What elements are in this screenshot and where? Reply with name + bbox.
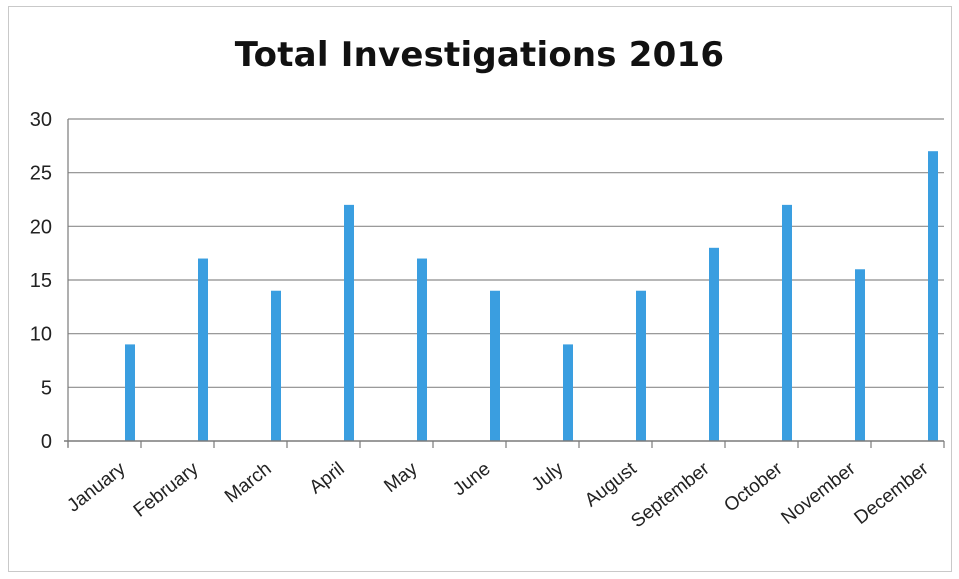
axes xyxy=(64,119,945,448)
bar xyxy=(563,344,573,441)
y-tick-label: 30 xyxy=(30,109,52,131)
x-category-label: July xyxy=(528,458,568,496)
bar xyxy=(709,247,719,441)
bar xyxy=(198,258,208,441)
bar xyxy=(928,151,938,441)
x-category-label: September xyxy=(627,458,714,532)
x-category-label: March xyxy=(221,458,276,507)
x-category-label: August xyxy=(581,458,641,511)
bar xyxy=(782,204,792,441)
bar xyxy=(271,290,281,441)
bar xyxy=(417,258,427,441)
y-tick-label: 5 xyxy=(41,377,52,399)
chart-frame xyxy=(8,6,952,572)
bars xyxy=(125,151,938,441)
x-category-label: November xyxy=(778,458,861,529)
x-category-label: April xyxy=(306,458,349,498)
y-tick-label: 20 xyxy=(30,216,52,238)
y-tick-label: 10 xyxy=(30,324,52,346)
gridlines xyxy=(68,118,944,388)
y-tick-label: 15 xyxy=(30,270,52,292)
x-category-label: December xyxy=(851,458,934,529)
bar xyxy=(344,204,354,441)
y-tick-label: 25 xyxy=(30,163,52,185)
x-category-label: October xyxy=(720,458,787,517)
x-category-label: February xyxy=(130,458,203,522)
bar xyxy=(855,269,865,441)
x-category-labels: January February March April May June July Augu… xyxy=(63,458,933,532)
bar xyxy=(636,290,646,441)
x-category-label: January xyxy=(63,458,130,516)
bar xyxy=(125,344,135,441)
x-category-label: June xyxy=(449,458,494,500)
chart-title: Total Investigations 2016 xyxy=(234,35,725,75)
bar xyxy=(490,290,500,441)
y-tick-label: 0 xyxy=(41,431,52,453)
y-tick-labels: 0 5 10 15 20 25 30 xyxy=(30,109,52,453)
x-category-label: May xyxy=(380,458,422,497)
